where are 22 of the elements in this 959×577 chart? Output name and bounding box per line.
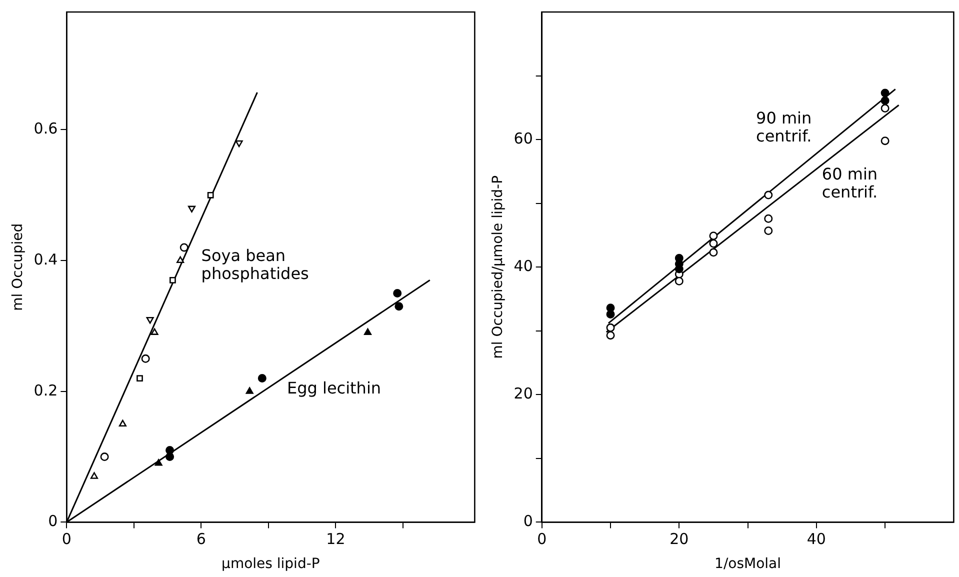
- y-tick-label: 60: [514, 129, 533, 148]
- y-tick-label: 0: [48, 512, 58, 530]
- y-tick-label: 0.4: [34, 250, 58, 268]
- annotation: Egg lecithin: [287, 378, 382, 398]
- x-tick-label: 6: [196, 530, 206, 548]
- x-tick-label: 0: [537, 530, 547, 548]
- x-tick-label: 12: [326, 530, 346, 548]
- y-tick-label: 40: [514, 256, 533, 275]
- annotation: 90 min centrif.: [756, 108, 812, 146]
- y-axis-title: ml Occupied: [10, 223, 26, 311]
- annotation: Soya bean phosphatides: [201, 246, 309, 284]
- x-tick-label: 0: [62, 530, 72, 548]
- annotation: 60 min centrif.: [822, 164, 878, 202]
- x-tick-label: 40: [806, 530, 826, 548]
- x-tick-label: 20: [670, 530, 689, 548]
- y-tick-label: 20: [514, 384, 533, 403]
- y-tick-label: 0.6: [34, 120, 58, 138]
- y-tick-label: 0: [523, 512, 533, 530]
- x-axis-title: 1/osMolal: [714, 556, 782, 572]
- y-tick-label: 0.2: [34, 381, 58, 400]
- y-axis-title: ml Occupied/μmole lipid-P: [490, 175, 506, 359]
- x-axis-title: μmoles lipid-P: [222, 556, 320, 572]
